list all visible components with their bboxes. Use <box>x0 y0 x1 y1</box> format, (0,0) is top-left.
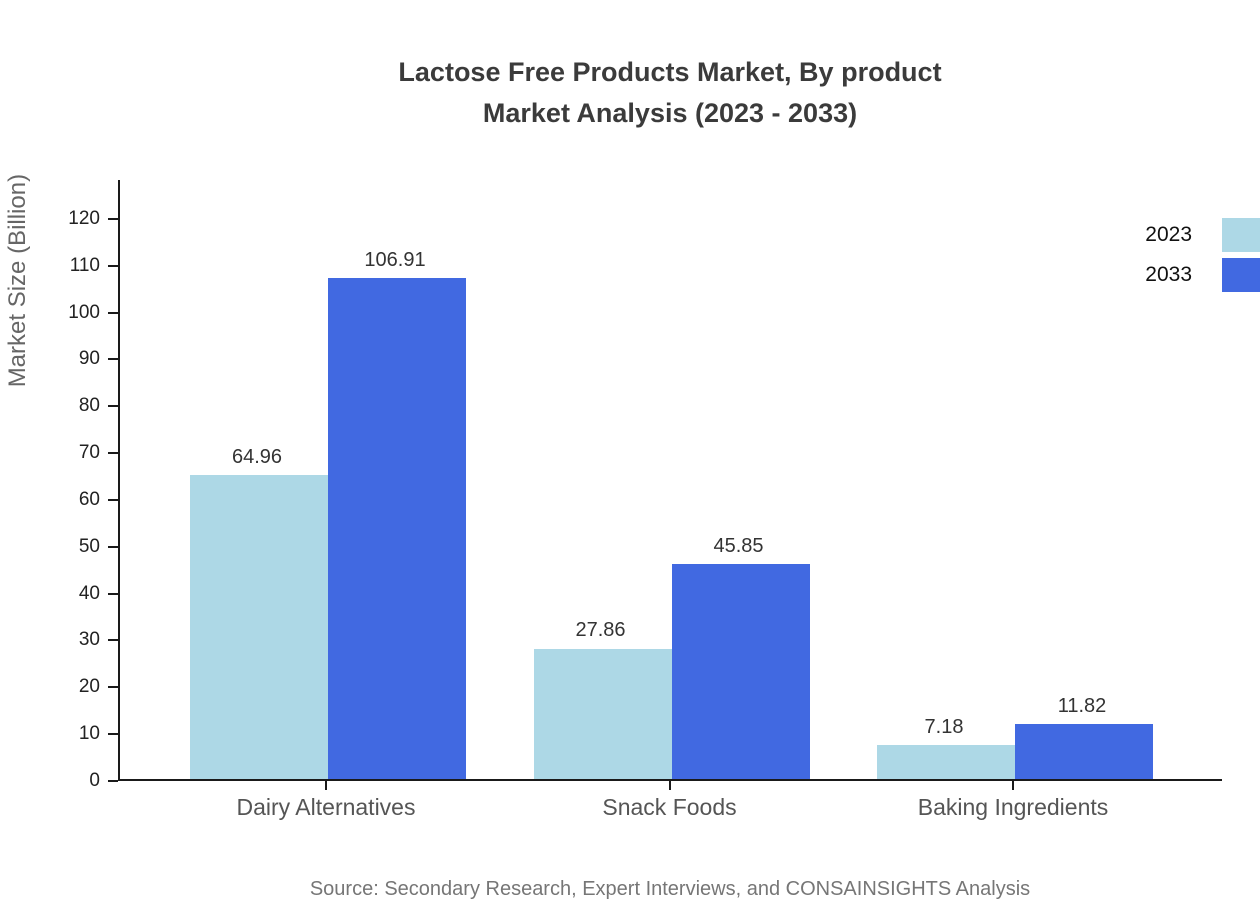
y-tick-label: 30 <box>78 629 100 651</box>
y-tick-mark <box>108 733 118 736</box>
y-tick-label: 40 <box>78 582 100 604</box>
y-tick-mark <box>108 264 118 267</box>
bar-value-label: 106.91 <box>364 249 426 272</box>
legend-item-2033: 2033 <box>1145 258 1260 292</box>
y-tick-mark <box>108 592 118 595</box>
chart-title-line1: Lactose Free Products Market, By product <box>398 57 942 87</box>
y-tick-mark <box>108 639 118 642</box>
y-tick-label: 70 <box>78 442 100 464</box>
y-tick-label: 110 <box>69 254 100 276</box>
bar-2023-dairy-alternatives[interactable] <box>190 474 328 779</box>
bar-value-label: 11.82 <box>1057 694 1107 717</box>
y-tick-mark <box>108 686 118 689</box>
y-tick-label: 20 <box>78 676 100 698</box>
y-tick-label: 100 <box>68 301 100 323</box>
y-tick-mark <box>108 498 118 501</box>
y-tick-label: 90 <box>78 348 100 370</box>
bar-2033-snack-foods[interactable] <box>671 564 810 779</box>
x-tick-mark <box>325 781 327 790</box>
legend-item-2023: 2023 <box>1145 218 1260 252</box>
source-text: Source: Secondary Research, Expert Inter… <box>309 878 1031 900</box>
y-tick-mark <box>108 452 118 455</box>
y-tick-mark <box>108 217 118 220</box>
bar-2023-snack-foods[interactable] <box>533 648 672 779</box>
y-tick-label: 80 <box>78 395 100 417</box>
y-tick-label: 120 <box>68 207 100 229</box>
x-tick-mark <box>1012 781 1014 790</box>
y-tick-mark <box>108 780 118 782</box>
bar-2033-baking-ingredients[interactable] <box>1015 723 1153 779</box>
bar-2033-dairy-alternatives[interactable] <box>328 278 466 779</box>
y-tick-label: 50 <box>78 535 100 557</box>
y-tick-mark <box>108 545 118 548</box>
y-tick-mark <box>108 311 118 314</box>
plot-area <box>118 180 1222 781</box>
bar-value-label: 7.18 <box>924 716 964 739</box>
y-tick-mark <box>108 358 118 361</box>
chart-title: Lactose Free Products Market, By product… <box>80 52 1260 134</box>
x-axis-category-label: Baking Ingredients <box>917 794 1109 820</box>
x-tick-mark <box>668 781 671 790</box>
x-axis-category-label: Snack Foods <box>602 794 737 820</box>
legend-label: 2023 <box>1145 223 1192 246</box>
y-tick-mark <box>108 405 118 408</box>
y-tick-label: 10 <box>78 723 100 745</box>
y-axis-title: Market Size (Billion) <box>4 173 31 388</box>
legend-label: 2033 <box>1145 263 1192 286</box>
bar-value-label: 64.96 <box>231 445 283 468</box>
y-tick-label: 60 <box>78 488 100 510</box>
legend-swatch-2033 <box>1222 258 1260 292</box>
y-tick-label: 0 <box>89 770 100 791</box>
bar-value-label: 45.85 <box>713 535 764 558</box>
legend-swatch-2023 <box>1222 218 1260 252</box>
chart-title-line2: Market Analysis (2023 - 2033) <box>482 98 858 128</box>
bar-value-label: 27.86 <box>575 619 626 642</box>
bar-2023-baking-ingredients[interactable] <box>877 745 1015 779</box>
legend: 2023 2033 <box>1145 218 1260 298</box>
x-axis-category-label: Dairy Alternatives <box>236 794 416 820</box>
